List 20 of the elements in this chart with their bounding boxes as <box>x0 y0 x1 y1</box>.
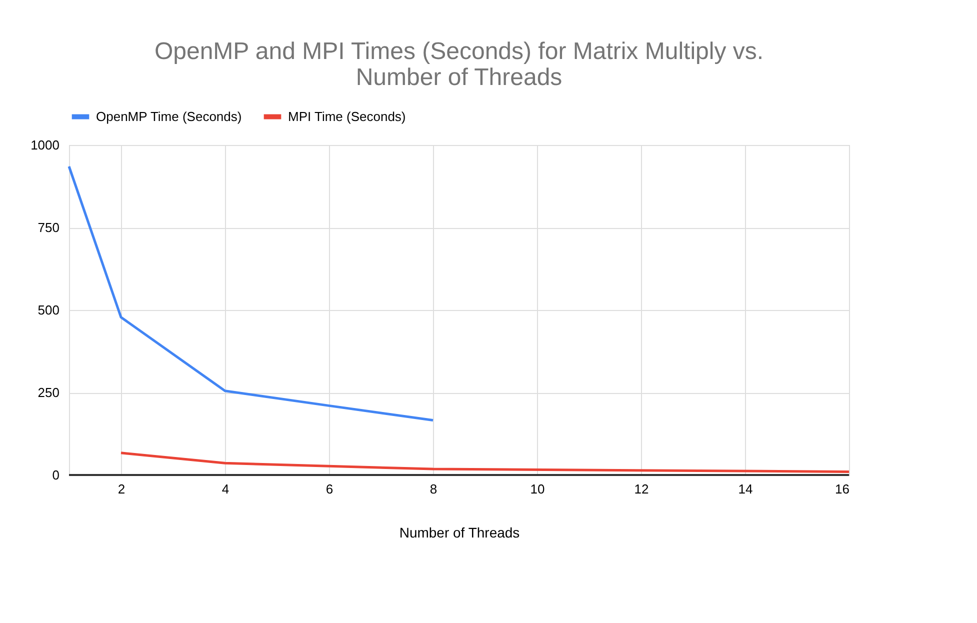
y-tick-label: 1000 <box>30 138 60 152</box>
x-tick-label: 10 <box>530 482 545 496</box>
y-tick-label: 0 <box>52 468 60 482</box>
line-series <box>120 452 850 473</box>
legend-label: MPI Time (Seconds) <box>288 108 406 124</box>
text: OpenMP and MPI Times (Seconds) for Matrix Multiply vs. <box>154 38 764 65</box>
y-tick-label: 750 <box>38 220 60 235</box>
x-tick-label: 2 <box>118 482 126 496</box>
x-tick-label: 12 <box>634 482 649 496</box>
y-tick-label: 250 <box>38 385 60 400</box>
line-series <box>68 165 434 422</box>
x-tick-label: 14 <box>738 482 753 496</box>
legend-label: OpenMP Time (Seconds) <box>96 108 242 124</box>
x-tick-label: 4 <box>222 482 230 496</box>
text: Number of Threads <box>356 64 562 91</box>
x-tick-label: 16 <box>835 482 850 496</box>
y-tick-label: 500 <box>38 302 60 318</box>
x-tick-label: 8 <box>430 482 438 496</box>
x-axis-title: Number of Threads <box>399 524 520 540</box>
x-tick-label: 6 <box>326 482 334 496</box>
